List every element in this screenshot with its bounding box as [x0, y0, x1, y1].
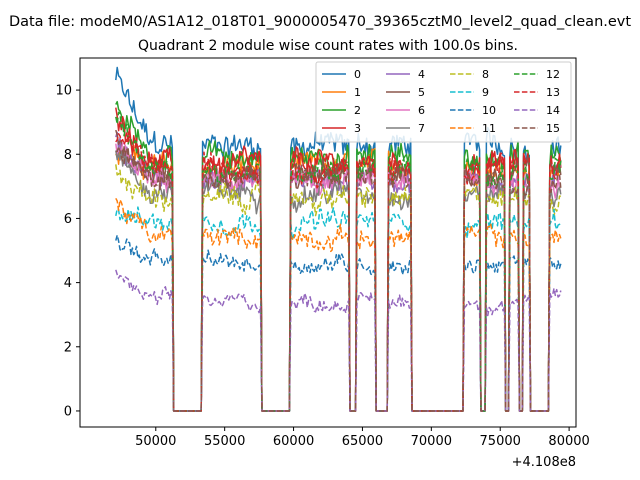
- x-tick-label: 80000: [548, 434, 589, 449]
- series-line-10: [115, 234, 562, 412]
- legend-label-10: 10: [482, 104, 496, 117]
- x-tick-label: 50000: [135, 434, 176, 449]
- x-tick-label: 75000: [480, 434, 521, 449]
- legend-label-8: 8: [482, 68, 489, 81]
- legend-label-12: 12: [546, 68, 560, 81]
- plot-frame: [79, 57, 577, 428]
- legend-label-6: 6: [418, 104, 425, 117]
- series-layer: [115, 66, 562, 412]
- legend-label-15: 15: [546, 122, 560, 135]
- x-tick-label: 70000: [411, 434, 452, 449]
- y-tick-label: 8: [64, 148, 72, 163]
- y-tick-label: 10: [55, 84, 72, 99]
- series-line-9: [115, 206, 562, 412]
- x-tick-label: 55000: [204, 434, 245, 449]
- legend-label-3: 3: [354, 122, 361, 135]
- legend-label-9: 9: [482, 86, 489, 99]
- series-line-14: [115, 269, 562, 412]
- series-line-15: [115, 146, 562, 412]
- x-tick-label: 65000: [342, 434, 383, 449]
- legend-label-2: 2: [354, 104, 361, 117]
- x-axis: 50000 55000 60000 65000 70000 75000 80000: [135, 427, 590, 449]
- chart-title: Quadrant 2 module wise count rates with …: [138, 38, 518, 54]
- legend-label-0: 0: [354, 68, 361, 81]
- y-tick-label: 6: [64, 212, 72, 227]
- legend-box: [315, 61, 572, 143]
- x-offset-label: +4.108e8: [512, 455, 576, 470]
- legend-label-11: 11: [482, 122, 496, 135]
- y-axis: 0 2 4 6 8 10: [55, 84, 80, 419]
- legend-label-13: 13: [546, 86, 560, 99]
- legend-label-14: 14: [546, 104, 560, 117]
- legend-label-1: 1: [354, 86, 361, 99]
- legend-label-4: 4: [418, 68, 425, 81]
- x-tick-label: 60000: [273, 434, 314, 449]
- legend-label-5: 5: [418, 86, 425, 99]
- y-tick-label: 2: [64, 340, 72, 355]
- series-line-8: [115, 164, 561, 412]
- y-tick-label: 4: [64, 276, 72, 291]
- y-tick-label: 0: [64, 404, 72, 419]
- series-line-12: [115, 111, 562, 412]
- legend-label-7: 7: [418, 122, 425, 135]
- figure-suptitle: Data file: modeM0/AS1A12_018T01_90000054…: [9, 14, 631, 30]
